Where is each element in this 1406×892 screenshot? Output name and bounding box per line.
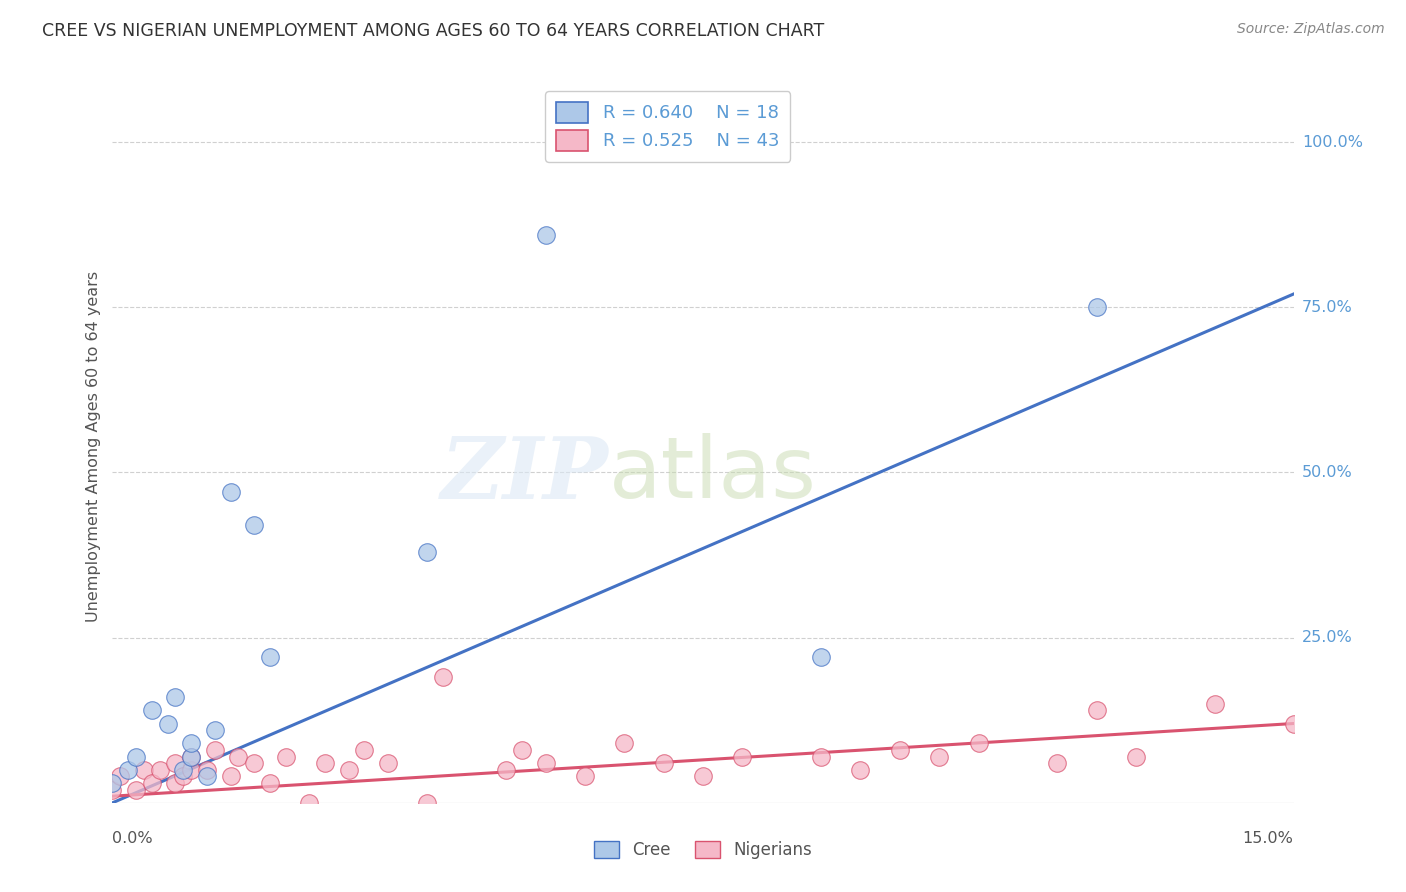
Point — [117, 763, 139, 777]
Y-axis label: Unemployment Among Ages 60 to 64 years: Unemployment Among Ages 60 to 64 years — [86, 270, 101, 622]
Legend: Cree, Nigerians: Cree, Nigerians — [586, 834, 820, 866]
Text: 25.0%: 25.0% — [1302, 630, 1353, 645]
Point — [1046, 756, 1069, 771]
Text: ZIP: ZIP — [440, 433, 609, 516]
Point — [259, 650, 281, 665]
Point — [110, 769, 132, 783]
Point — [416, 545, 439, 559]
Point — [125, 782, 148, 797]
Point — [314, 756, 336, 771]
Point — [165, 690, 187, 704]
Point — [1282, 716, 1305, 731]
Point — [156, 716, 179, 731]
Point — [204, 723, 226, 738]
Point — [149, 763, 172, 777]
Text: CREE VS NIGERIAN UNEMPLOYMENT AMONG AGES 60 TO 64 YEARS CORRELATION CHART: CREE VS NIGERIAN UNEMPLOYMENT AMONG AGES… — [42, 22, 824, 40]
Point — [165, 756, 187, 771]
Point — [534, 227, 557, 242]
Point — [180, 736, 202, 750]
Text: 0.0%: 0.0% — [112, 830, 153, 846]
Point — [132, 763, 155, 777]
Point — [298, 796, 321, 810]
Point — [1204, 697, 1226, 711]
Text: 100.0%: 100.0% — [1302, 135, 1362, 150]
Point — [172, 769, 194, 783]
Point — [377, 756, 399, 771]
Point — [889, 743, 911, 757]
Point — [495, 763, 517, 777]
Point — [243, 518, 266, 533]
Point — [353, 743, 375, 757]
Point — [810, 650, 832, 665]
Text: Source: ZipAtlas.com: Source: ZipAtlas.com — [1237, 22, 1385, 37]
Point — [967, 736, 990, 750]
Point — [432, 670, 454, 684]
Point — [180, 749, 202, 764]
Point — [125, 749, 148, 764]
Point — [337, 763, 360, 777]
Point — [613, 736, 636, 750]
Point — [141, 703, 163, 717]
Point — [180, 763, 202, 777]
Point — [228, 749, 250, 764]
Point — [652, 756, 675, 771]
Point — [534, 756, 557, 771]
Point — [574, 769, 596, 783]
Point — [1125, 749, 1147, 764]
Point — [195, 769, 218, 783]
Point — [204, 743, 226, 757]
Point — [1085, 300, 1108, 314]
Point — [1085, 703, 1108, 717]
Text: 15.0%: 15.0% — [1243, 830, 1294, 846]
Point — [101, 776, 124, 790]
Point — [141, 776, 163, 790]
Point — [274, 749, 297, 764]
Point — [172, 763, 194, 777]
Point — [165, 776, 187, 790]
Text: 50.0%: 50.0% — [1302, 465, 1353, 480]
Point — [510, 743, 533, 757]
Point — [219, 485, 242, 500]
Point — [928, 749, 950, 764]
Point — [243, 756, 266, 771]
Point — [731, 749, 754, 764]
Text: 75.0%: 75.0% — [1302, 300, 1353, 315]
Point — [849, 763, 872, 777]
Point — [416, 796, 439, 810]
Point — [180, 749, 202, 764]
Point — [259, 776, 281, 790]
Point — [692, 769, 714, 783]
Text: atlas: atlas — [609, 433, 817, 516]
Point — [810, 749, 832, 764]
Point — [219, 769, 242, 783]
Point — [195, 763, 218, 777]
Point — [101, 782, 124, 797]
